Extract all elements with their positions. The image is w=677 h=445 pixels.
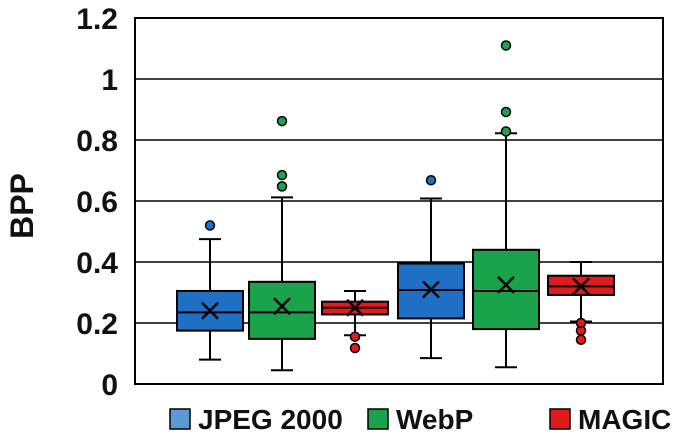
box-iqr xyxy=(472,248,540,331)
y-tick-label-1: 0.2 xyxy=(76,308,118,341)
box-magic-2 xyxy=(547,261,615,346)
outlier-point-2 xyxy=(276,115,288,127)
outlier-point-2 xyxy=(575,317,587,329)
outlier-point-0 xyxy=(349,342,361,354)
mean-marker xyxy=(273,297,291,316)
mean-marker xyxy=(422,280,440,299)
box-jpeg-2000-2 xyxy=(397,175,465,360)
outlier-point-0 xyxy=(204,220,216,231)
y-tick-label-4: 0.8 xyxy=(76,125,118,158)
outlier-point-1 xyxy=(276,169,288,181)
y-tick-labels: 0 0.2 0.4 0.6 0.8 1 1.2 xyxy=(76,3,118,402)
y-tick-label-6: 1.2 xyxy=(76,3,118,36)
box-webp-1 xyxy=(248,115,316,372)
box-jpeg-2000-1 xyxy=(176,220,244,361)
legend-swatch xyxy=(549,408,571,430)
mean-marker xyxy=(201,301,219,320)
y-tick-label-2: 0.4 xyxy=(76,247,118,280)
legend-item-webp: WebP xyxy=(367,404,473,435)
mean-marker xyxy=(572,277,590,296)
outlier-point-0 xyxy=(276,181,288,192)
outlier-point-2 xyxy=(500,40,512,51)
box-iqr xyxy=(248,280,316,340)
mean-marker xyxy=(346,298,364,317)
outlier-point-1 xyxy=(500,106,512,118)
legend-swatch xyxy=(367,408,389,430)
legend: JPEG 2000 WebP MAGIC xyxy=(169,404,671,435)
box-webp-2 xyxy=(472,40,540,369)
box-iqr xyxy=(176,289,244,332)
legend-label: MAGIC xyxy=(578,404,671,435)
outlier-point-0 xyxy=(425,175,437,186)
legend-item-jpeg-2000: JPEG 2000 xyxy=(169,404,343,435)
box-magic-1 xyxy=(321,289,389,354)
outlier-point-1 xyxy=(349,331,361,342)
y-axis-title: BPP xyxy=(4,173,40,239)
outlier-point-0 xyxy=(500,126,512,137)
y-tick-label-5: 1 xyxy=(101,64,118,97)
legend-swatch xyxy=(169,408,191,430)
legend-label: JPEG 2000 xyxy=(198,404,343,435)
box-series xyxy=(176,40,615,372)
legend-label: WebP xyxy=(396,404,473,435)
y-tick-label-0: 0 xyxy=(101,369,118,402)
legend-item-magic: MAGIC xyxy=(549,404,671,435)
outlier-point-0 xyxy=(575,334,587,346)
mean-marker xyxy=(497,275,515,294)
y-tick-label-3: 0.6 xyxy=(76,186,118,219)
plot-border xyxy=(134,17,664,385)
